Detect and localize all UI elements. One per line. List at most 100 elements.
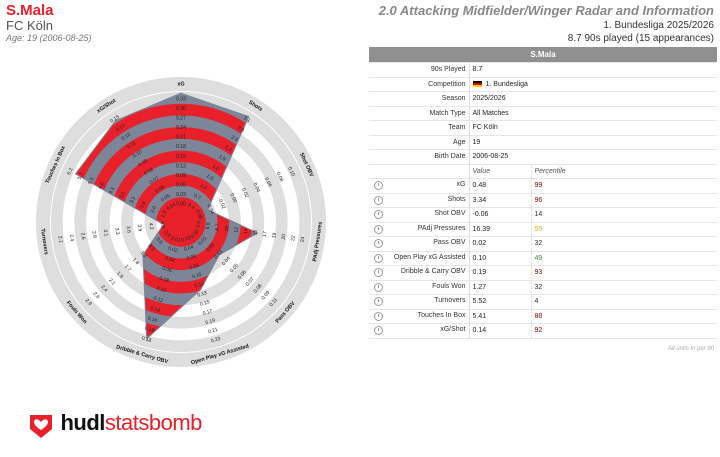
info-label: Season <box>369 91 470 107</box>
stat-label: Touches In Box <box>369 309 470 324</box>
gauge-icon <box>374 311 383 321</box>
radar-tick-label: 3.3 <box>113 227 120 235</box>
radar-tick-label: 0.01 <box>170 236 181 245</box>
radar-tick-label: 6.2 <box>66 167 74 176</box>
radar-tick-label: 0.05 <box>229 262 240 273</box>
radar-tick-label: 0.16 <box>147 316 158 325</box>
stat-label-text: xG <box>456 181 466 189</box>
radar-tick-label: 2.6 <box>79 232 86 240</box>
radar-metric-label: PAdj Pressures <box>312 221 324 262</box>
radar-tick-label: 0.12 <box>176 163 186 169</box>
info-value: 19 <box>469 135 717 150</box>
radar-tick-label: 0.04 <box>252 182 262 194</box>
stat-percentile: 92 <box>530 323 717 339</box>
radar-tick-label: 12 <box>233 227 240 234</box>
logo-statsbomb: statsbomb <box>104 410 203 435</box>
gauge-icon <box>374 297 383 307</box>
radar-tick-label: 0.13 <box>197 290 208 299</box>
gauge-icon <box>374 282 383 292</box>
player-name: S.Mala <box>6 2 54 19</box>
info-value: 1. Bundesliga <box>469 77 717 92</box>
radar-tick-label: 4.2 <box>147 222 154 230</box>
logo-icon <box>30 414 52 438</box>
radar-value-outline <box>74 92 259 340</box>
radar-tick-label: 0.15 <box>199 299 210 308</box>
info-value: FC Köln <box>469 120 717 136</box>
stat-column-blank <box>369 164 470 179</box>
radar-tick-label: 0.08 <box>253 283 264 294</box>
radar-metric-label: xG <box>177 81 184 87</box>
stat-value: 0.14 <box>469 323 531 339</box>
stat-label-text: Dribble & Carry OBV <box>400 268 466 276</box>
info-row: Age 19 <box>369 135 717 150</box>
gauge-icon <box>374 239 383 249</box>
radar-tick-label: 2.6 <box>92 291 101 300</box>
footnote: All units in per 90 <box>667 346 714 352</box>
radar-tick-label: 0.07 <box>149 175 161 185</box>
radar-tick-label: 0.12 <box>121 132 133 142</box>
radar-tick-label: 0.18 <box>176 144 186 150</box>
table-header: S.Mala <box>369 47 717 63</box>
value-column-header: Value <box>469 164 531 179</box>
radar-tick-label: 0.19 <box>205 318 216 327</box>
radar-tick-label: 0.27 <box>176 116 186 122</box>
stat-label-text: Fouls Won <box>432 282 466 290</box>
info-row: Birth Date 2006-08-25 <box>369 149 717 165</box>
stat-percentile: 4 <box>530 294 717 310</box>
stat-row: PAdj Pressures 16.39 55 <box>369 222 717 237</box>
radar-tick-label: 4.6 <box>98 181 106 190</box>
radar-tick-label: 0.06 <box>237 269 248 280</box>
stat-row: xG 0.48 99 <box>369 178 717 194</box>
radar-tick-label: 0.4 <box>162 230 171 239</box>
radar-tick-label: 1.9 <box>115 271 124 280</box>
stat-value: 5.52 <box>469 294 531 310</box>
info-label: 90s Played <box>369 62 470 78</box>
radar-tick-label: 1.3 <box>205 173 214 182</box>
radar-metric-label: Turnovers <box>39 228 49 255</box>
radar-tick-label: 0.06 <box>154 184 166 194</box>
radar-tick-label: 0.09 <box>176 173 186 179</box>
stat-percentile: 55 <box>530 222 717 237</box>
stat-label: Shots <box>369 193 470 208</box>
stat-label: Shot OBV <box>369 207 470 223</box>
radar-tick-label: 0.10 <box>156 286 167 295</box>
radar-tick-label: 0.15 <box>176 154 186 160</box>
radar-tick-label: 4.5 <box>159 221 166 229</box>
info-label: Birth Date <box>369 149 470 165</box>
league-line: 1. Bundesliga 2025/2026 <box>603 20 714 31</box>
radar-tick-label: 0.23 <box>210 336 221 345</box>
radar-tick-label: 0.04 <box>166 202 178 212</box>
radar-tick-label: 0.03 <box>213 249 224 260</box>
radar-tick-label: 0.21 <box>208 327 219 336</box>
stat-row: Fouls Won 1.27 32 <box>369 280 717 295</box>
stat-row: Shot OBV -0.06 14 <box>369 207 717 223</box>
radar-chart: 0.000.030.060.090.120.150.180.210.240.27… <box>36 77 326 367</box>
radar-tick-label: 0.00 <box>228 193 238 205</box>
radar-tick-label: 0.01 <box>197 235 208 246</box>
gauge-icon <box>374 224 383 234</box>
gauge-icon <box>374 326 383 336</box>
stat-label: Pass OBV <box>369 236 470 252</box>
radar-tick-label: 24 <box>300 236 307 243</box>
radar-tick-label: 0.11 <box>126 140 137 150</box>
info-row: 90s Played 8.7 <box>369 62 717 78</box>
radar-tick-label: 0.08 <box>143 167 155 177</box>
stat-label-text: xG/Shot <box>440 326 466 334</box>
stat-percentile: 32 <box>530 280 717 295</box>
radar-tick-label: 2.9 <box>84 298 93 307</box>
stat-row: Dribble & Carry OBV 0.19 93 <box>369 265 717 281</box>
info-row: Competition 1. Bundesliga <box>369 77 717 92</box>
radar-tick-label: 3.1 <box>242 115 251 124</box>
radar-tick-label: 2.8 <box>236 125 245 134</box>
radar-outer-ring <box>36 77 326 367</box>
radar-tick-label: 0.12 <box>153 296 164 305</box>
stat-row: xG/Shot 0.14 92 <box>369 323 717 339</box>
radar-tick-label: 15 <box>252 229 259 236</box>
team-name: FC Köln <box>6 18 53 33</box>
radar-tick-label: 0.18 <box>141 336 152 345</box>
stat-percentile: 99 <box>530 178 717 194</box>
stat-label: Fouls Won <box>369 280 470 295</box>
radar-tick-label: 1.9 <box>217 154 226 163</box>
stat-percentile: 32 <box>530 236 717 252</box>
info-row: Match Type All Matches <box>369 106 717 121</box>
